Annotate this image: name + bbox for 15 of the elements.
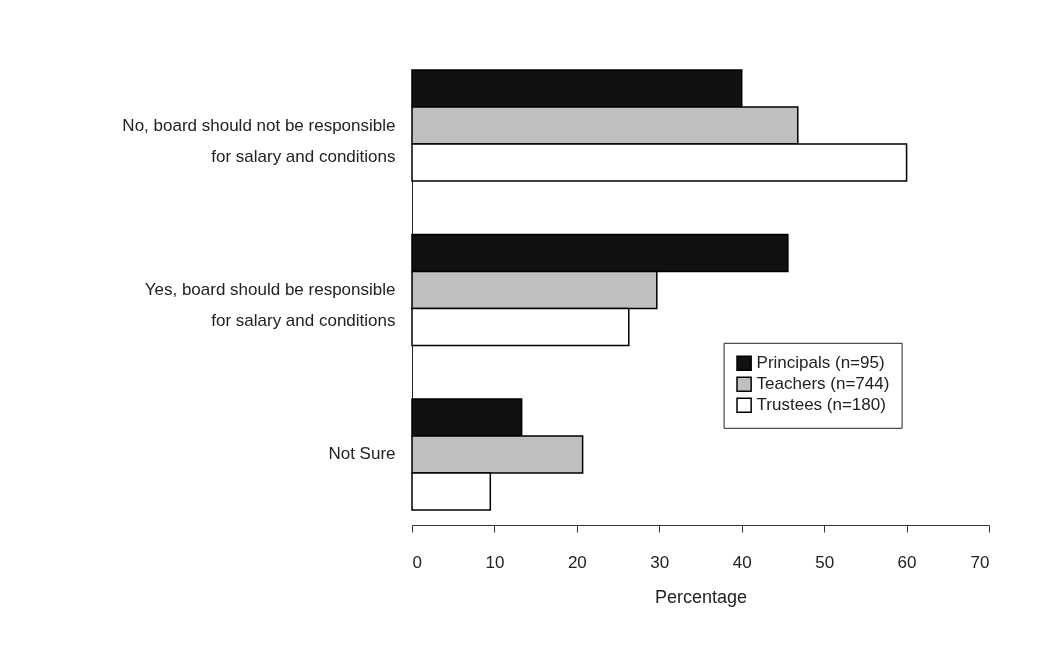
x-tick-label: 70: [970, 552, 990, 572]
legend-label: Principals (n=95): [756, 353, 885, 373]
legend-label: Teachers (n=744): [756, 374, 890, 394]
x-tick-label: 30: [650, 552, 670, 572]
x-tick-label: 40: [732, 552, 752, 572]
x-tick-label: 20: [567, 552, 587, 572]
x-tick-label: 10: [485, 552, 505, 572]
x-tick-label: 0: [412, 552, 422, 572]
y-tick-label: No, board should not be responsible for salary and conditions: [122, 115, 396, 166]
legend-label: Trustees (n=180): [756, 395, 886, 415]
x-axis-title: Percentage: [654, 586, 748, 607]
x-tick-label: 60: [897, 552, 917, 572]
y-tick-label: Not Sure: [328, 444, 396, 464]
x-tick-label: 50: [815, 552, 835, 572]
y-tick-label: Yes, board should be responsible for salary and conditions: [144, 280, 396, 330]
